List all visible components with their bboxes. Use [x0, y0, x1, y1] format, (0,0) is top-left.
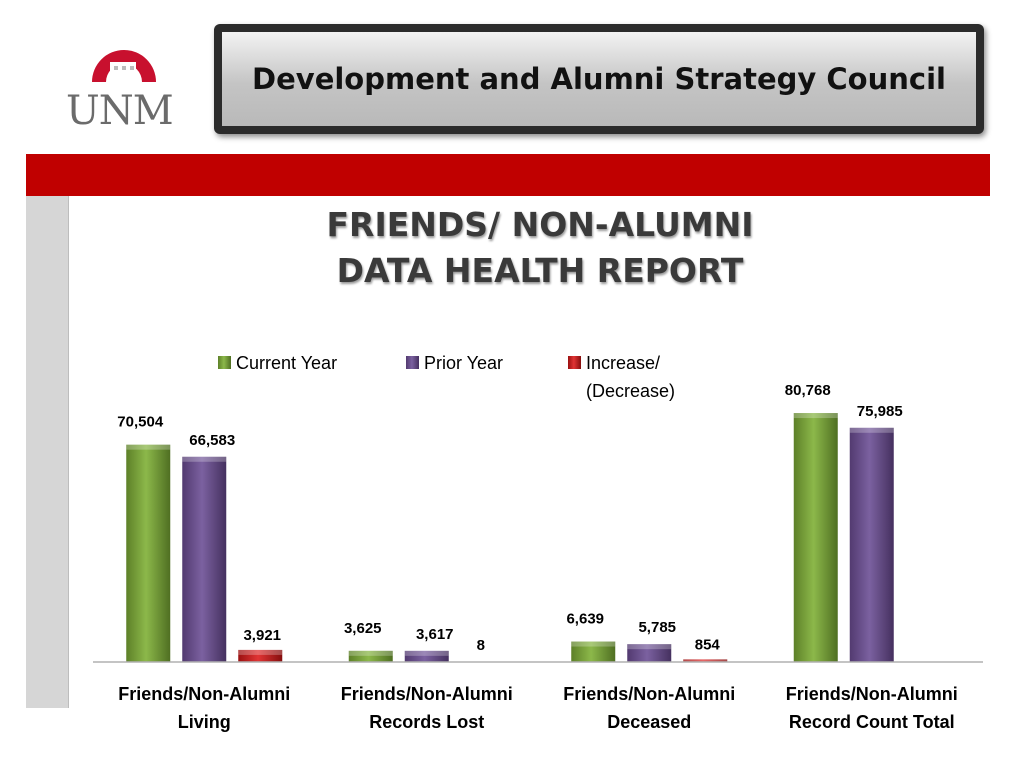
bar-highlight-2-0: [238, 650, 282, 655]
bar-prior-year-3: [850, 428, 894, 662]
data-label-1-1: 3,617: [416, 626, 454, 643]
data-labels: 70,504 66,583 3,921 3,625 3,617 8 6,639 5,785 85…: [117, 382, 902, 654]
data-label-1-2: 5,785: [638, 619, 676, 636]
category-label-1-0: Friends/Non-Alumni: [341, 684, 513, 704]
data-label-0-2: 6,639: [566, 611, 604, 628]
category-label-3-0: Friends/Non-Alumni: [786, 684, 958, 704]
data-label-1-3: 75,985: [857, 403, 903, 420]
data-label-0-0: 70,504: [117, 414, 164, 431]
bar-current-year-3: [794, 413, 838, 662]
bar-highlight-1-2: [627, 644, 671, 649]
bar-highlight-0-3: [794, 413, 838, 418]
bar-prior-year-0: [182, 457, 226, 662]
legend-label-2-1: (Decrease): [586, 381, 675, 401]
legend-label-0-0: Current Year: [236, 353, 337, 373]
bar-highlight-0-0: [126, 445, 170, 450]
bar-highlight-1-1: [405, 651, 449, 656]
data-label-2-1: 8: [477, 637, 485, 654]
category-label-2-1: Deceased: [607, 712, 691, 732]
bar-current-year-0: [126, 445, 170, 662]
legend-swatch-1: [406, 356, 419, 369]
category-labels: Friends/Non-Alumni Living Friends/Non-Alum…: [118, 684, 958, 732]
legend-label-1-0: Prior Year: [424, 353, 503, 373]
bar-highlight-0-1: [349, 651, 393, 656]
data-label-0-3: 80,768: [785, 382, 831, 399]
data-label-2-2: 854: [695, 636, 721, 653]
bar-highlight-1-3: [850, 428, 894, 433]
bars: [126, 413, 894, 662]
legend-swatch-2: [568, 356, 581, 369]
category-label-0-0: Friends/Non-Alumni: [118, 684, 290, 704]
legend: Current Year Prior Year Increase/ (Decrease…: [218, 353, 675, 401]
data-label-2-0: 3,921: [243, 627, 281, 644]
data-label-1-0: 66,583: [189, 432, 235, 449]
data-label-0-1: 3,625: [344, 620, 382, 637]
category-label-1-1: Records Lost: [369, 712, 484, 732]
category-label-3-1: Record Count Total: [789, 712, 955, 732]
category-label-2-0: Friends/Non-Alumni: [563, 684, 735, 704]
category-label-0-1: Living: [178, 712, 231, 732]
legend-label-2-0: Increase/: [586, 353, 660, 373]
bar-highlight-1-0: [182, 457, 226, 462]
bar-highlight-0-2: [571, 642, 615, 647]
legend-swatch-0: [218, 356, 231, 369]
